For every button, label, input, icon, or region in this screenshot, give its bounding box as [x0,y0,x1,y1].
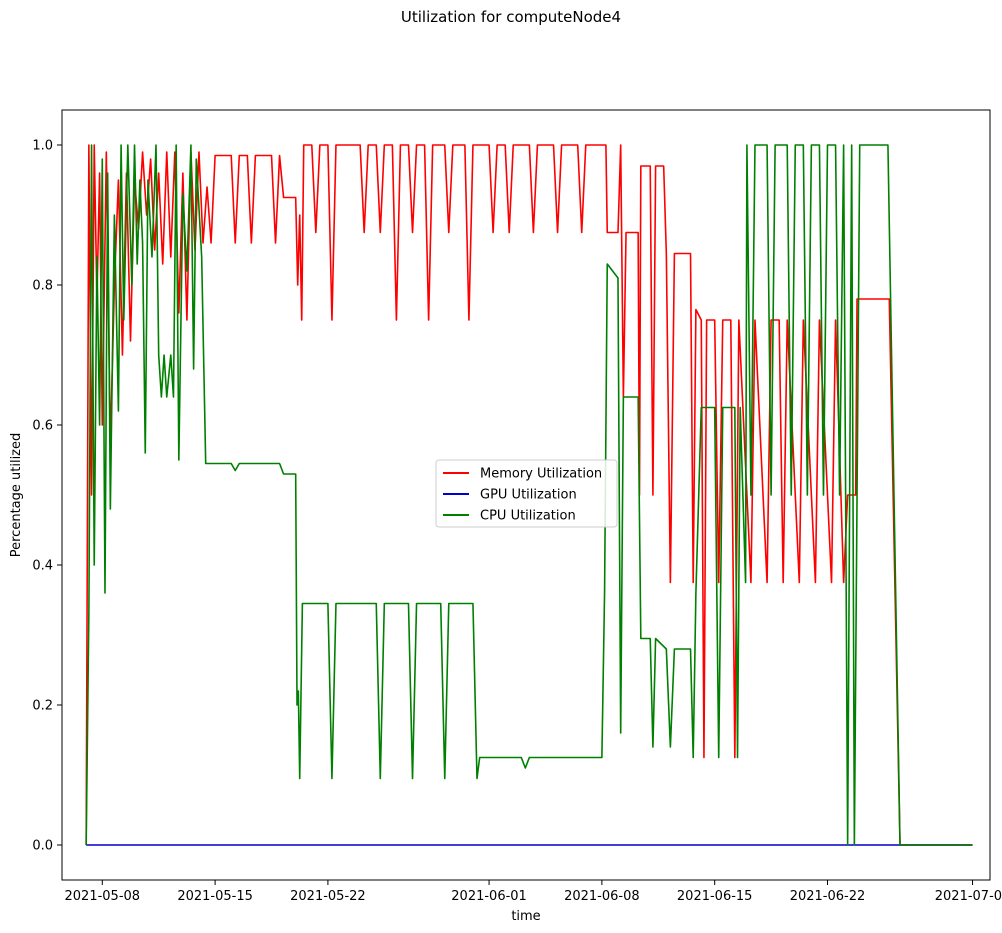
legend: Memory Utilization GPU Utilization CPU Uti… [435,459,618,528]
y-tick-label: 1.0 [32,139,53,154]
x-axis: 2021-05-08 2021-05-15 2021-05-22 2021-06-01… [65,880,1002,904]
x-axis-label: time [511,909,540,924]
x-tick-label: 2021-05-15 [177,889,253,904]
series-line-0 [85,144,973,846]
y-tick-label: 0.8 [32,279,53,294]
x-tick-label: 2021-06-22 [790,889,866,904]
legend-label-0: Memory Utilization [480,467,602,482]
x-tick-label: 2021-06-08 [564,889,640,904]
chart-title: Utilization for computeNode4 [401,8,621,26]
y-tick-label: 0.0 [32,839,53,854]
x-tick-label: 2021-07-01 [935,889,1002,904]
x-tick-label: 2021-06-01 [451,889,527,904]
series-layer [85,144,973,846]
series-line-2 [85,144,973,846]
legend-box [435,459,618,528]
y-axis-label: Percentage utilized [9,433,24,558]
x-tick-label: 2021-05-22 [290,889,366,904]
plot-frame [61,109,991,881]
legend-label-2: CPU Utilization [480,509,576,524]
y-tick-label: 0.4 [32,559,53,574]
legend-label-1: GPU Utilization [480,488,577,503]
y-tick-label: 0.2 [32,699,53,714]
x-tick-label: 2021-05-08 [65,889,141,904]
y-tick-label: 0.6 [32,419,53,434]
y-axis: 0.0 0.2 0.4 0.6 0.8 1.0 [32,139,62,854]
x-tick-label: 2021-06-15 [677,889,753,904]
